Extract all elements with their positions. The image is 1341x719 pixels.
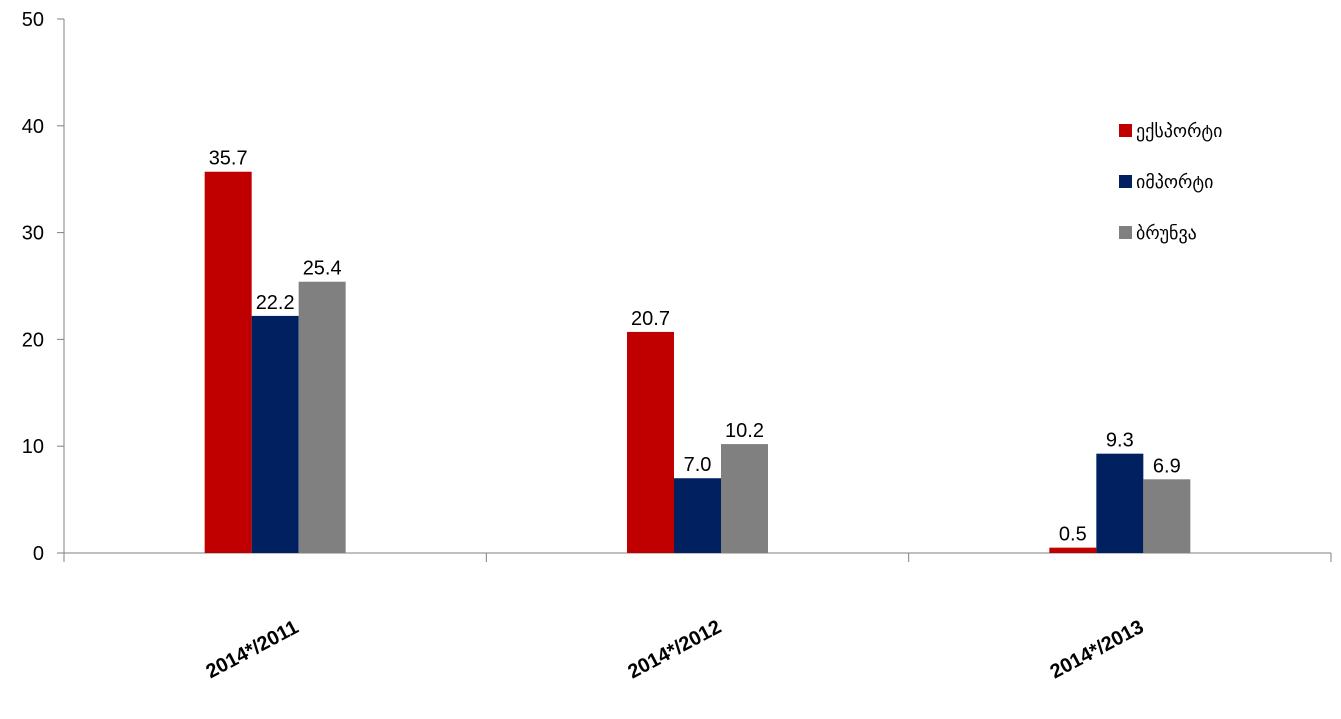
legend: ექსპორტი იმპორტი ბრუნვა <box>1119 121 1222 244</box>
y-tick-label: 40 <box>22 116 44 138</box>
bar <box>1143 479 1191 553</box>
data-label: 7.0 <box>684 454 712 476</box>
bars <box>204 171 1191 553</box>
bar <box>298 281 346 553</box>
bar <box>204 171 252 553</box>
data-label: 22.2 <box>256 292 295 314</box>
bar <box>1049 547 1097 553</box>
data-labels: 35.7 22.2 25.4 20.7 7.0 10.2 0.5 9.3 6.9 <box>209 148 1181 546</box>
data-label: 9.3 <box>1106 430 1134 452</box>
legend-label: ექსპორტი <box>1136 121 1222 142</box>
x-category-label: 2014*/2012 <box>624 616 725 683</box>
bar <box>674 478 721 553</box>
y-tick-label: 0 <box>33 543 44 565</box>
y-tick-label: 10 <box>22 436 44 458</box>
data-label: 6.9 <box>1153 455 1181 477</box>
data-label: 20.7 <box>631 308 670 330</box>
legend-label: ბრუნვა <box>1136 223 1197 244</box>
bar <box>721 444 768 553</box>
y-tick-label: 30 <box>22 223 44 245</box>
y-tick-label: 20 <box>22 329 44 351</box>
data-label: 25.4 <box>303 258 342 280</box>
data-label: 0.5 <box>1059 524 1087 546</box>
data-label: 35.7 <box>209 148 248 170</box>
bar <box>627 331 674 553</box>
legend-label: იმპორტი <box>1136 172 1213 193</box>
legend-swatch <box>1119 175 1132 188</box>
x-category-label: 2014*/2013 <box>1047 616 1148 683</box>
legend-swatch <box>1119 226 1132 239</box>
bar <box>251 315 299 553</box>
data-label: 10.2 <box>725 420 764 442</box>
legend-swatch <box>1119 124 1132 137</box>
x-category-label: 2014*/2011 <box>202 616 302 683</box>
bar <box>1096 453 1144 553</box>
y-tick-label: 50 <box>22 9 44 31</box>
